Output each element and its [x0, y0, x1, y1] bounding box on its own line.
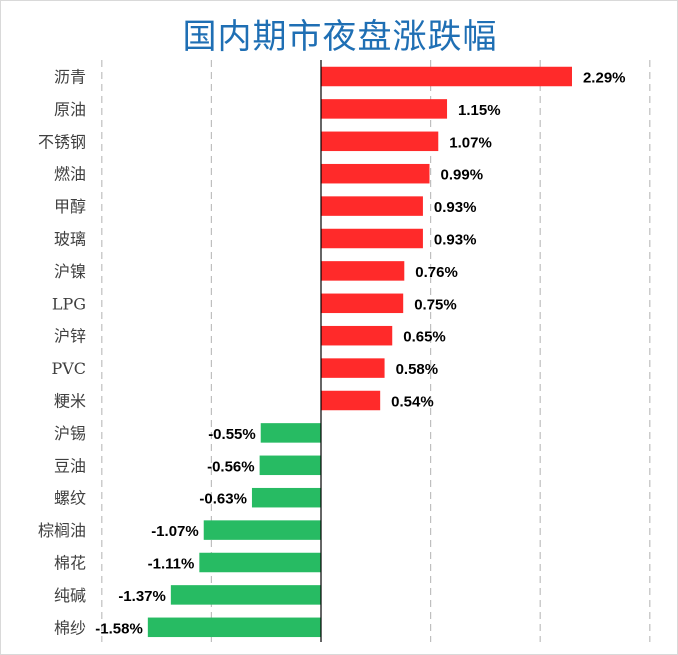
value-label: 0.58% — [396, 361, 439, 378]
bar — [321, 163, 430, 184]
category-label: 燃油 — [54, 165, 86, 184]
category-label: 沪镍 — [54, 262, 86, 281]
category-label: 棕榈油 — [38, 521, 86, 540]
bar — [251, 487, 321, 508]
bar — [147, 617, 321, 638]
value-label: -0.55% — [208, 426, 256, 443]
bars — [147, 66, 572, 638]
category-label: 沥青 — [54, 68, 86, 87]
category-label: 沪锌 — [54, 327, 86, 346]
bar — [321, 261, 405, 281]
bar — [321, 99, 448, 119]
chart-title: 国内期市夜盘涨跌幅 — [182, 17, 498, 57]
category-label: 棉纱 — [54, 618, 86, 637]
bar — [199, 552, 321, 573]
value-label: 0.99% — [441, 167, 484, 184]
value-labels: 2.29% 1.15% 1.07% 0.99% 0.93% 0.93% 0.76% 0.75%… — [95, 70, 625, 638]
category-label: 螺纹 — [54, 489, 86, 508]
category-label: 豆油 — [54, 456, 86, 475]
bar — [321, 358, 385, 378]
value-label: -1.58% — [95, 620, 143, 637]
gridlines — [101, 60, 651, 642]
value-label: -1.07% — [151, 523, 199, 540]
value-label: -1.11% — [148, 556, 195, 573]
value-label: 1.07% — [449, 134, 492, 151]
value-label: 1.15% — [458, 102, 501, 119]
category-label: 甲醇 — [54, 197, 86, 216]
value-label: -0.56% — [207, 458, 255, 475]
bar — [321, 66, 572, 87]
category-label: LPG — [52, 294, 86, 313]
bar — [321, 228, 423, 249]
bar — [321, 196, 423, 216]
bar — [260, 423, 321, 443]
bar — [321, 131, 439, 152]
category-label: PVC — [51, 359, 86, 378]
category-label: 原油 — [54, 100, 86, 119]
category-label: 粳米 — [54, 392, 86, 411]
bar — [203, 520, 321, 540]
value-label: -0.63% — [199, 491, 247, 508]
value-label: 0.65% — [403, 329, 446, 346]
bar — [321, 293, 404, 314]
bar — [170, 585, 321, 605]
value-label: 0.93% — [434, 199, 477, 216]
bar — [321, 390, 381, 411]
value-label: -1.37% — [118, 588, 166, 605]
value-label: 0.75% — [414, 296, 457, 313]
value-label: 2.29% — [583, 70, 626, 87]
value-label: 0.93% — [434, 232, 477, 249]
category-label: 纯碱 — [54, 586, 86, 605]
category-label: 玻璃 — [54, 230, 86, 249]
category-label: 沪锡 — [54, 424, 86, 443]
value-label: 0.54% — [391, 394, 434, 411]
bar — [321, 325, 393, 346]
bar — [259, 455, 321, 476]
category-label: 不锈钢 — [38, 132, 86, 151]
value-label: 0.76% — [415, 264, 458, 281]
category-label: 棉花 — [54, 554, 86, 573]
